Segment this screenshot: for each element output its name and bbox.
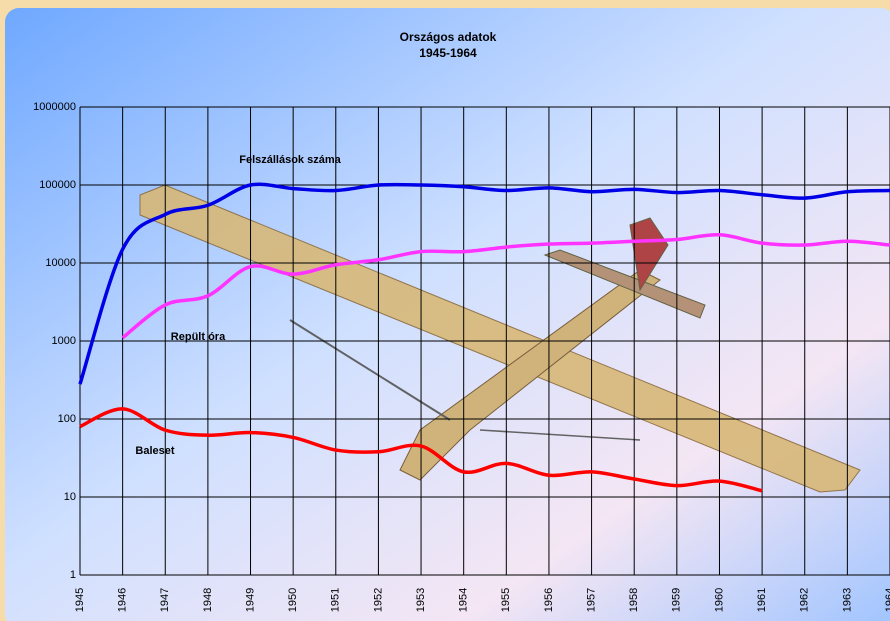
x-tick-label: 1959 <box>671 588 683 612</box>
x-tick-label: 1962 <box>799 588 811 612</box>
x-tick-label: 1960 <box>713 588 725 612</box>
y-tick-label: 1000000 <box>33 101 76 113</box>
series-line <box>121 233 890 340</box>
y-tick-label: 10000 <box>45 257 76 269</box>
x-tick-label: 1948 <box>202 588 214 612</box>
x-tick-label: 1956 <box>543 588 555 612</box>
x-tick-label: 1947 <box>159 588 171 612</box>
y-tick-label: 100 <box>58 413 76 425</box>
x-tick-label: 1952 <box>372 588 384 612</box>
glider-photo <box>139 184 861 493</box>
x-tick-label: 1963 <box>841 588 853 612</box>
series-label: Baleset <box>135 445 174 457</box>
x-tick-label: 1957 <box>585 588 597 612</box>
x-tick-label: 1954 <box>458 588 470 612</box>
y-tick-label: 10 <box>64 491 76 503</box>
x-tick-label: 1951 <box>330 588 342 612</box>
chart-subtitle: 1945-1964 <box>419 46 477 60</box>
chart-title: Országos adatok <box>400 30 497 44</box>
y-tick-label: 1 <box>70 569 76 581</box>
series-line <box>79 407 763 493</box>
x-tick-label: 1953 <box>415 588 427 612</box>
series-label: Felszállások száma <box>239 154 341 166</box>
x-tick-label: 1955 <box>500 588 512 612</box>
x-tick-label: 1961 <box>756 588 768 612</box>
x-tick-label: 1949 <box>244 588 256 612</box>
x-tick-label: 1950 <box>287 588 299 612</box>
y-tick-label: 1000 <box>52 335 76 347</box>
x-tick-label: 1946 <box>117 588 129 612</box>
series-line <box>78 182 890 385</box>
y-tick-label: 100000 <box>39 179 76 191</box>
series-label: Repült óra <box>171 331 226 343</box>
x-tick-label: 1945 <box>74 588 86 612</box>
x-tick-label: 1964 <box>884 588 890 612</box>
x-tick-label: 1958 <box>628 588 640 612</box>
